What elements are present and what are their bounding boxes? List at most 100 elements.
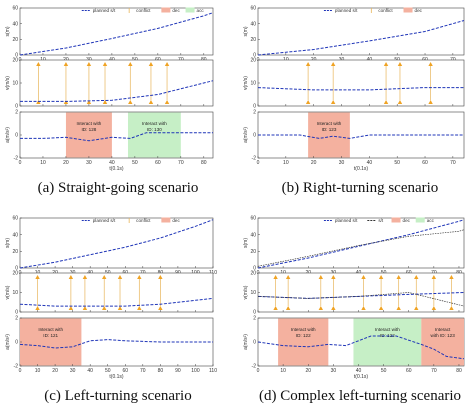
y-tick-label: -2 (14, 156, 19, 162)
velocity-axes-frame (19, 59, 214, 107)
conflict-marker-bottom (164, 100, 170, 104)
x-tick-label: 0 (19, 368, 22, 374)
conflict-marker-bottom (102, 100, 108, 104)
legend: planned s/t conflict dec (323, 7, 423, 13)
conflict-marker-bottom (128, 100, 133, 104)
series-line (257, 335, 465, 360)
y-tick-label: 0 (253, 133, 256, 139)
y-tick-label: 2 (253, 110, 256, 116)
x-axis-label: t(0.1s) (109, 166, 124, 172)
conflict-marker-bottom (383, 100, 389, 104)
region-label: Interact with (291, 327, 316, 332)
conflict-marker-top (383, 62, 389, 66)
y-tick-label: 20 (250, 37, 256, 43)
conflict-marker-bottom (35, 306, 40, 310)
y-axis-label: s(m) (5, 238, 11, 248)
x-tick-label: 30 (86, 160, 92, 166)
x-tick-label: 30 (339, 160, 345, 166)
x-tick-label: 70 (178, 160, 184, 166)
y-tick-label: 60 (12, 216, 18, 222)
y-tick-label: 0 (253, 340, 256, 346)
conflict-marker-top (36, 62, 41, 66)
region-dec-3 (421, 318, 464, 366)
x-tick-label: 110 (209, 368, 217, 374)
legend: planned s/t conflict dec (81, 217, 180, 223)
conflict-marker-top (449, 275, 454, 279)
x-tick-label: 70 (450, 160, 456, 166)
region-label: ID: 122 (296, 333, 311, 338)
conflict-marker-bottom (273, 306, 278, 310)
x-tick-label: 0 (19, 160, 22, 166)
y-axis-label: s(m) (243, 26, 249, 36)
region-label: Interact with (317, 121, 342, 126)
region-label: ID: 130 (147, 127, 162, 132)
x-tick-label: 20 (63, 160, 69, 166)
x-tick-label: 40 (87, 368, 93, 374)
conflict-marker-bottom (431, 306, 437, 310)
conflict-marker-top (331, 275, 336, 279)
y-tick-label: 0 (253, 266, 256, 272)
x-tick-label: 20 (52, 368, 58, 374)
position-subplot: 0204060s(m)0102030405060708090100110plan… (5, 216, 217, 276)
velocity-subplot: 0 10 20 v(m/s) (243, 58, 465, 110)
x-tick-label: 40 (367, 160, 373, 166)
x-tick-label: 40 (356, 368, 362, 374)
x-tick-label: 0 (257, 160, 260, 166)
y-axis-label: a(m/s²) (5, 334, 11, 350)
conflict-marker-bottom (137, 306, 142, 310)
y-tick-label: 0 (15, 266, 18, 272)
series-line (20, 132, 213, 142)
legend: planned s/t s/t dec acc (323, 217, 435, 223)
conflict-marker-top (361, 275, 366, 279)
region-dec-1 (308, 112, 350, 158)
y-tick-label: 0 (15, 53, 18, 59)
y-tick-label: 20 (12, 58, 18, 64)
series-line (19, 297, 214, 307)
series-line (257, 87, 464, 91)
region-label: Interact with (375, 327, 400, 332)
x-tick-label: 70 (431, 368, 437, 374)
conflict-marker-top (414, 275, 419, 279)
conflict-marker-top (431, 275, 437, 279)
x-tick-label: 10 (35, 368, 41, 374)
y-tick-label: 10 (12, 81, 18, 87)
x-tick-label: 10 (280, 368, 286, 374)
x-tick-label: 60 (155, 160, 161, 166)
conflict-marker-top (117, 275, 123, 279)
y-tick-label: 0 (15, 133, 18, 139)
conflict-marker-bottom (305, 100, 311, 104)
y-tick-label: -2 (14, 364, 19, 370)
y-tick-label: 20 (250, 271, 256, 277)
legend-region-swatch (161, 217, 171, 223)
x-tick-label: 50 (394, 160, 400, 166)
legend-entry: dec (172, 8, 180, 13)
conflict-marker-top (102, 275, 107, 279)
conflict-marker-bottom (449, 306, 454, 310)
x-tick-label: 50 (381, 368, 387, 374)
region-dec-1 (20, 318, 82, 366)
legend-region-swatch (185, 7, 195, 13)
conflict-marker-top (285, 275, 291, 279)
conflict-marker-top (148, 62, 154, 66)
y-tick-label: 2 (15, 110, 18, 116)
chart-panel-3: 0204060s(m)0102030405060708090100110plan… (5, 216, 217, 404)
legend-entry: acc (197, 8, 205, 13)
legend-entry: s/t (378, 218, 384, 223)
x-tick-label: 50 (105, 368, 111, 374)
caption-4: (d) Complex left-turning scenario (259, 388, 461, 404)
y-tick-label: 2 (253, 316, 256, 322)
caption-3: (c) Left-turning scenario (44, 388, 191, 404)
legend-entry: acc (427, 218, 435, 223)
legend-entry: dec (415, 8, 423, 13)
legend-entry: conflict (136, 218, 151, 223)
series-line (19, 339, 213, 349)
conflict-marker-bottom (102, 306, 107, 310)
conflict-marker-top (158, 275, 163, 279)
x-tick-label: 30 (70, 368, 76, 374)
x-tick-label: 90 (175, 368, 181, 374)
conflict-marker-bottom (396, 306, 401, 310)
